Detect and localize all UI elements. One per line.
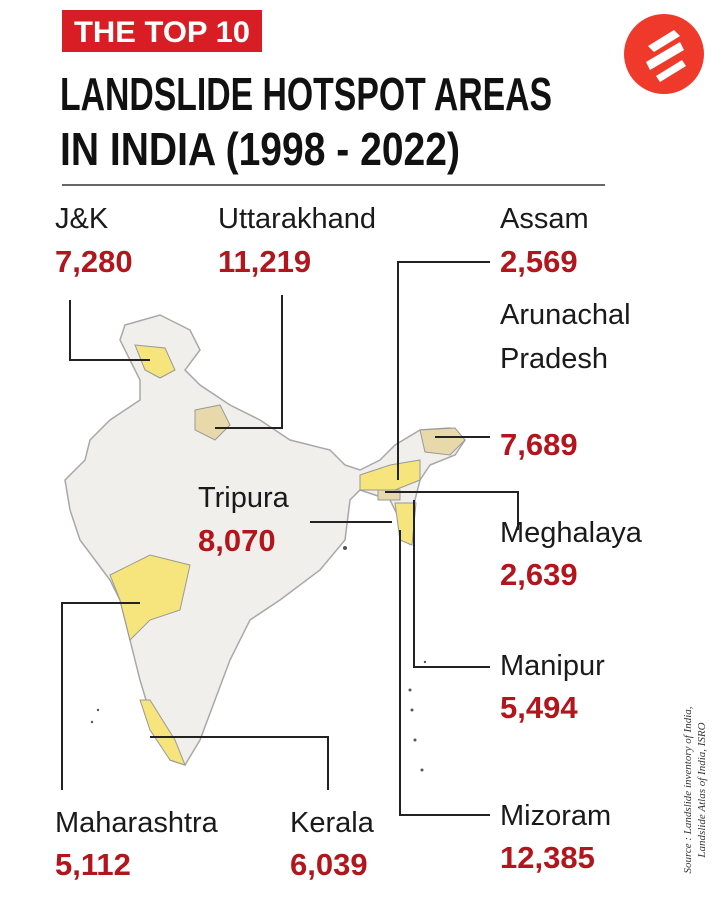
india-outline [64, 314, 467, 766]
region-name: Maharashtra [55, 807, 219, 839]
region-name: Manipur [500, 650, 605, 682]
title-line: LANDSLIDE HOTSPOT AREAS [60, 68, 552, 120]
title-line: IN INDIA (1998 - 2022) [60, 123, 460, 175]
assam-area [359, 459, 421, 491]
region-label: Manipur 5,494 [500, 650, 605, 725]
leader-line [61, 602, 140, 790]
kerala-area [139, 699, 186, 766]
region-value: 5,112 [55, 847, 131, 882]
tag: THE TOP 10 [74, 16, 250, 49]
region-label: Meghalaya 2,639 [500, 517, 643, 592]
region-value: 5,494 [500, 690, 578, 725]
region-label: Maharashtra 5,112 [55, 807, 219, 882]
region-name: Assam [500, 203, 589, 235]
region-label: Tripura 8,070 [198, 482, 290, 558]
leader-lines [61, 261, 519, 816]
leader-line [413, 500, 490, 668]
region-label: J&K 7,280 [55, 203, 133, 279]
leader-line [399, 530, 490, 816]
source: Source : Landslide inventory of India, L… [682, 706, 708, 873]
leader-line [150, 736, 329, 790]
leader-line [385, 491, 519, 530]
region-value: 11,219 [218, 244, 311, 279]
tag-box [62, 10, 262, 52]
region-name: Mizoram [500, 800, 611, 832]
region-value: 8,070 [198, 523, 276, 558]
region-name: Uttarakhand [218, 203, 376, 235]
region-name: Tripura [198, 482, 290, 514]
region-value: 12,385 [500, 840, 595, 875]
region-name: Arunachal Pradesh [500, 299, 631, 375]
source-line: Source : Landslide inventory of India, [682, 706, 694, 873]
map [64, 314, 467, 772]
region-name: Meghalaya [500, 517, 643, 549]
region-label: Mizoram 12,385 [500, 800, 611, 875]
leader-line [69, 300, 150, 361]
region-name: J&K [55, 203, 109, 235]
arunachal-area [419, 427, 466, 456]
source-line: Landslide Atlas of India, ISRO [696, 722, 708, 858]
leader-line [215, 295, 283, 429]
region-label: Arunachal Pradesh 7,689 [500, 299, 631, 462]
islands [90, 546, 427, 772]
region-label: Assam 2,569 [500, 203, 589, 279]
region-value: 7,689 [500, 427, 578, 462]
region-value: 6,039 [290, 847, 368, 882]
leader-line [397, 261, 490, 480]
logo [624, 14, 704, 94]
uttarakhand-area [194, 404, 231, 441]
jk-area [134, 344, 176, 379]
region-value: 7,280 [55, 244, 133, 279]
region-value: 2,569 [500, 244, 578, 279]
region-label: Uttarakhand 11,219 [218, 203, 376, 279]
region-name: Kerala [290, 807, 375, 839]
region-label: Kerala 6,039 [290, 807, 375, 882]
region-value: 2,639 [500, 557, 578, 592]
maharashtra-area [109, 554, 191, 641]
